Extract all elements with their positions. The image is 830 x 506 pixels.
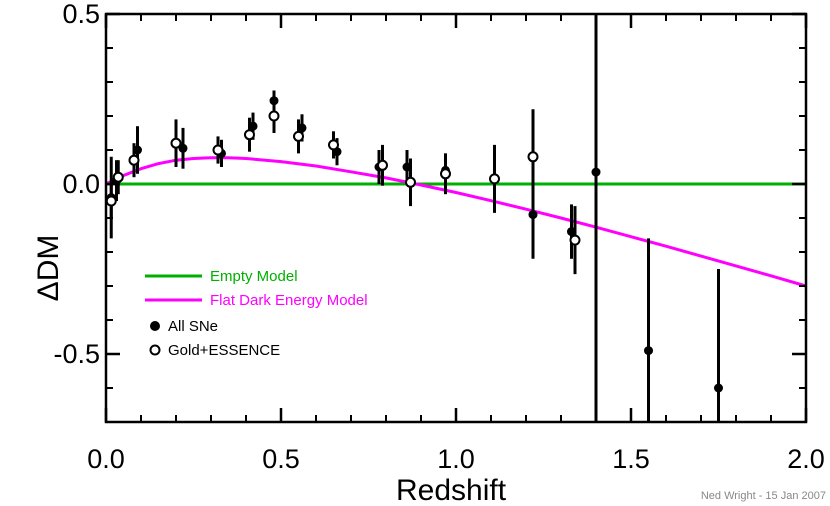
legend-label-flat-model: Flat Dark Energy Model [210, 292, 368, 309]
point-gold-essence [405, 176, 416, 188]
point-gold-essence [128, 154, 140, 166]
error-bars [109, 14, 720, 422]
x-tick-label: 0.5 [262, 444, 300, 474]
x-tick-label: 1.0 [437, 444, 475, 474]
point-all-sne [178, 143, 188, 153]
model-lines [105, 156, 807, 288]
x-axis-title: Redshift [396, 474, 507, 506]
legend-marker-all-sne [150, 321, 160, 331]
point-gold-essence [268, 110, 280, 122]
point-all-sne [248, 121, 258, 131]
point-gold-essence [244, 129, 255, 141]
point-gold-essence [112, 171, 124, 183]
legend-label-empty-model: Empty Model [210, 268, 298, 285]
point-all-sne [591, 167, 601, 177]
x-tick-label: 2.0 [787, 444, 825, 474]
plot-frame [104, 12, 808, 424]
point-gold-essence [377, 159, 388, 171]
point-gold-essence [569, 234, 581, 246]
legend-label-all-sne: All SNe [168, 318, 218, 335]
point-gold-essence [489, 173, 500, 185]
y-tick-label: 0.5 [62, 0, 100, 29]
point-gold-essence [440, 168, 451, 180]
point-gold-essence [212, 144, 224, 156]
point-all-sne [644, 346, 653, 356]
point-all-sne [567, 227, 576, 237]
point-all-sne [297, 123, 307, 133]
point-all-sne [714, 383, 723, 393]
point-gold-essence [105, 195, 117, 207]
point-all-sne [528, 210, 538, 220]
credit-text: Ned Wright - 15 Jan 2007 [701, 490, 826, 502]
x-tick-label: 1.5 [612, 444, 650, 474]
point-all-sne [269, 96, 279, 106]
legend-marker-gold-essence [149, 344, 161, 356]
point-gold-essence [170, 137, 182, 149]
legend-label-gold-essence: Gold+ESSENCE [168, 342, 280, 359]
flat-dark-energy-line [105, 156, 807, 288]
point-gold-essence [527, 151, 539, 163]
point-all-sne [402, 162, 412, 172]
x-tick-label: 0.0 [87, 444, 125, 474]
y-axis-title: ΔDM [32, 235, 65, 302]
legend: Empty Model Flat Dark Energy Model All S… [145, 268, 368, 359]
y-tick-label: -0.5 [53, 339, 100, 369]
point-gold-essence [293, 130, 304, 142]
x-axis: 0.0 0.5 1.0 1.5 2.0 [87, 14, 825, 474]
y-tick-label: 0.0 [62, 169, 100, 199]
point-all-sne [133, 145, 142, 155]
y-axis: 0.5 0.0 -0.5 [53, 0, 806, 389]
markers [105, 96, 723, 393]
point-gold-essence [328, 139, 339, 151]
